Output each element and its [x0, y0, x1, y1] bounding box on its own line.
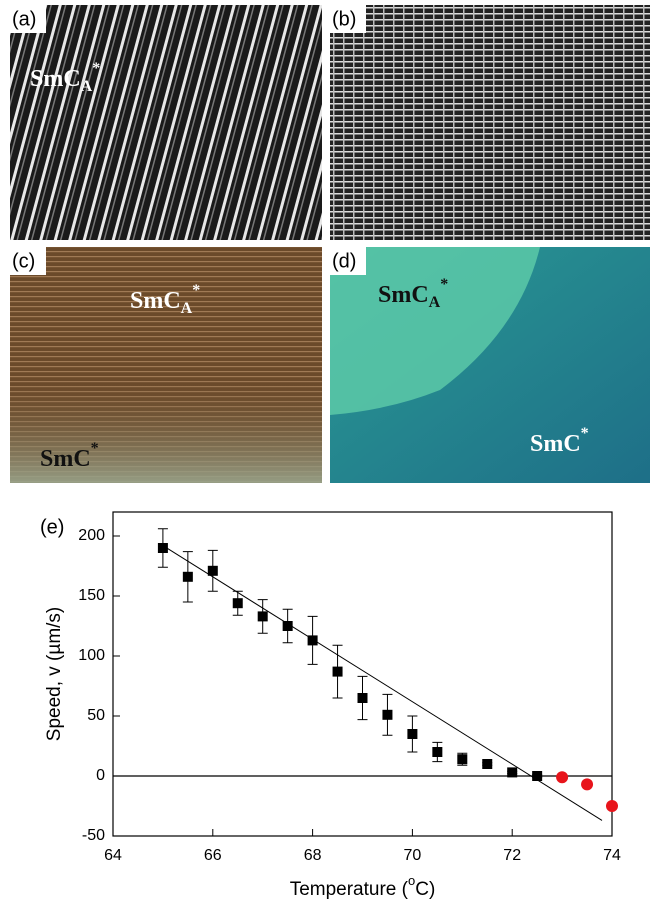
x-label-text: Temperature ( [290, 879, 409, 900]
phase-sup: * [91, 440, 99, 457]
marker [157, 543, 168, 553]
phase-sub: A [81, 78, 93, 95]
marker [581, 778, 594, 791]
phase-sub: A [429, 294, 441, 311]
marker [257, 611, 268, 622]
y-tick-label: 200 [78, 527, 105, 544]
y-axis-label: Speed, v (µm/s) [44, 607, 65, 741]
marker [507, 767, 518, 778]
phase-label: SmCA* [30, 60, 100, 95]
micrograph [10, 5, 322, 240]
marker [382, 709, 393, 720]
phase-base: SmC [130, 288, 181, 314]
x-label-text: C) [415, 879, 435, 900]
marker [482, 759, 493, 769]
x-tick-label: 72 [503, 847, 521, 864]
phase-base: SmC [40, 446, 91, 472]
phase-label: SmC* [530, 425, 589, 457]
marker [432, 747, 443, 757]
marker [207, 565, 218, 576]
panel-label: (a) [12, 8, 36, 30]
phase-label: SmCA* [130, 282, 200, 317]
x-tick-label: 70 [404, 847, 422, 864]
phase-base: SmC [530, 431, 581, 457]
marker [182, 571, 193, 582]
phase-base: SmC [30, 66, 81, 92]
phase-base: SmC [378, 282, 429, 308]
y-tick-label: -50 [82, 827, 105, 844]
panel-label: (d) [332, 250, 356, 272]
marker [232, 598, 243, 609]
marker [532, 771, 543, 781]
y-tick-label: 50 [87, 707, 105, 724]
label-bg [10, 5, 46, 33]
phase-label: SmC* [40, 440, 99, 472]
micrograph-shade [10, 247, 322, 483]
x-tick-label: 68 [304, 847, 322, 864]
micrograph [330, 5, 650, 240]
panel-label: (b) [332, 8, 356, 30]
y-tick-label: 150 [78, 587, 105, 604]
label-bg [330, 247, 366, 275]
label-bg [10, 247, 46, 275]
x-tick-label: 64 [104, 847, 122, 864]
x-tick-label: 74 [603, 847, 621, 864]
y-tick-label: 100 [78, 647, 105, 664]
x-axis-label: Temperature (oC) [290, 873, 436, 900]
phase-sup: * [192, 282, 200, 299]
plot-frame [112, 511, 613, 837]
phase-label: SmCA* [378, 276, 448, 311]
panel-label: (e) [40, 516, 64, 538]
phase-sup: * [92, 60, 100, 77]
phase-sup: * [440, 276, 448, 293]
marker [457, 754, 468, 765]
phase-sup: * [581, 425, 589, 442]
marker [307, 635, 318, 646]
marker [332, 666, 343, 677]
panel-label: (c) [12, 250, 35, 272]
domain [330, 247, 540, 415]
marker [606, 800, 618, 812]
x-tick-label: 66 [204, 847, 222, 864]
x-label-sup: o [408, 873, 415, 888]
y-tick-label: 0 [96, 767, 105, 784]
phase-sub: A [181, 300, 193, 317]
marker [357, 693, 368, 703]
label-bg [330, 5, 366, 33]
marker [282, 621, 293, 631]
marker [407, 729, 418, 739]
marker [556, 771, 569, 784]
